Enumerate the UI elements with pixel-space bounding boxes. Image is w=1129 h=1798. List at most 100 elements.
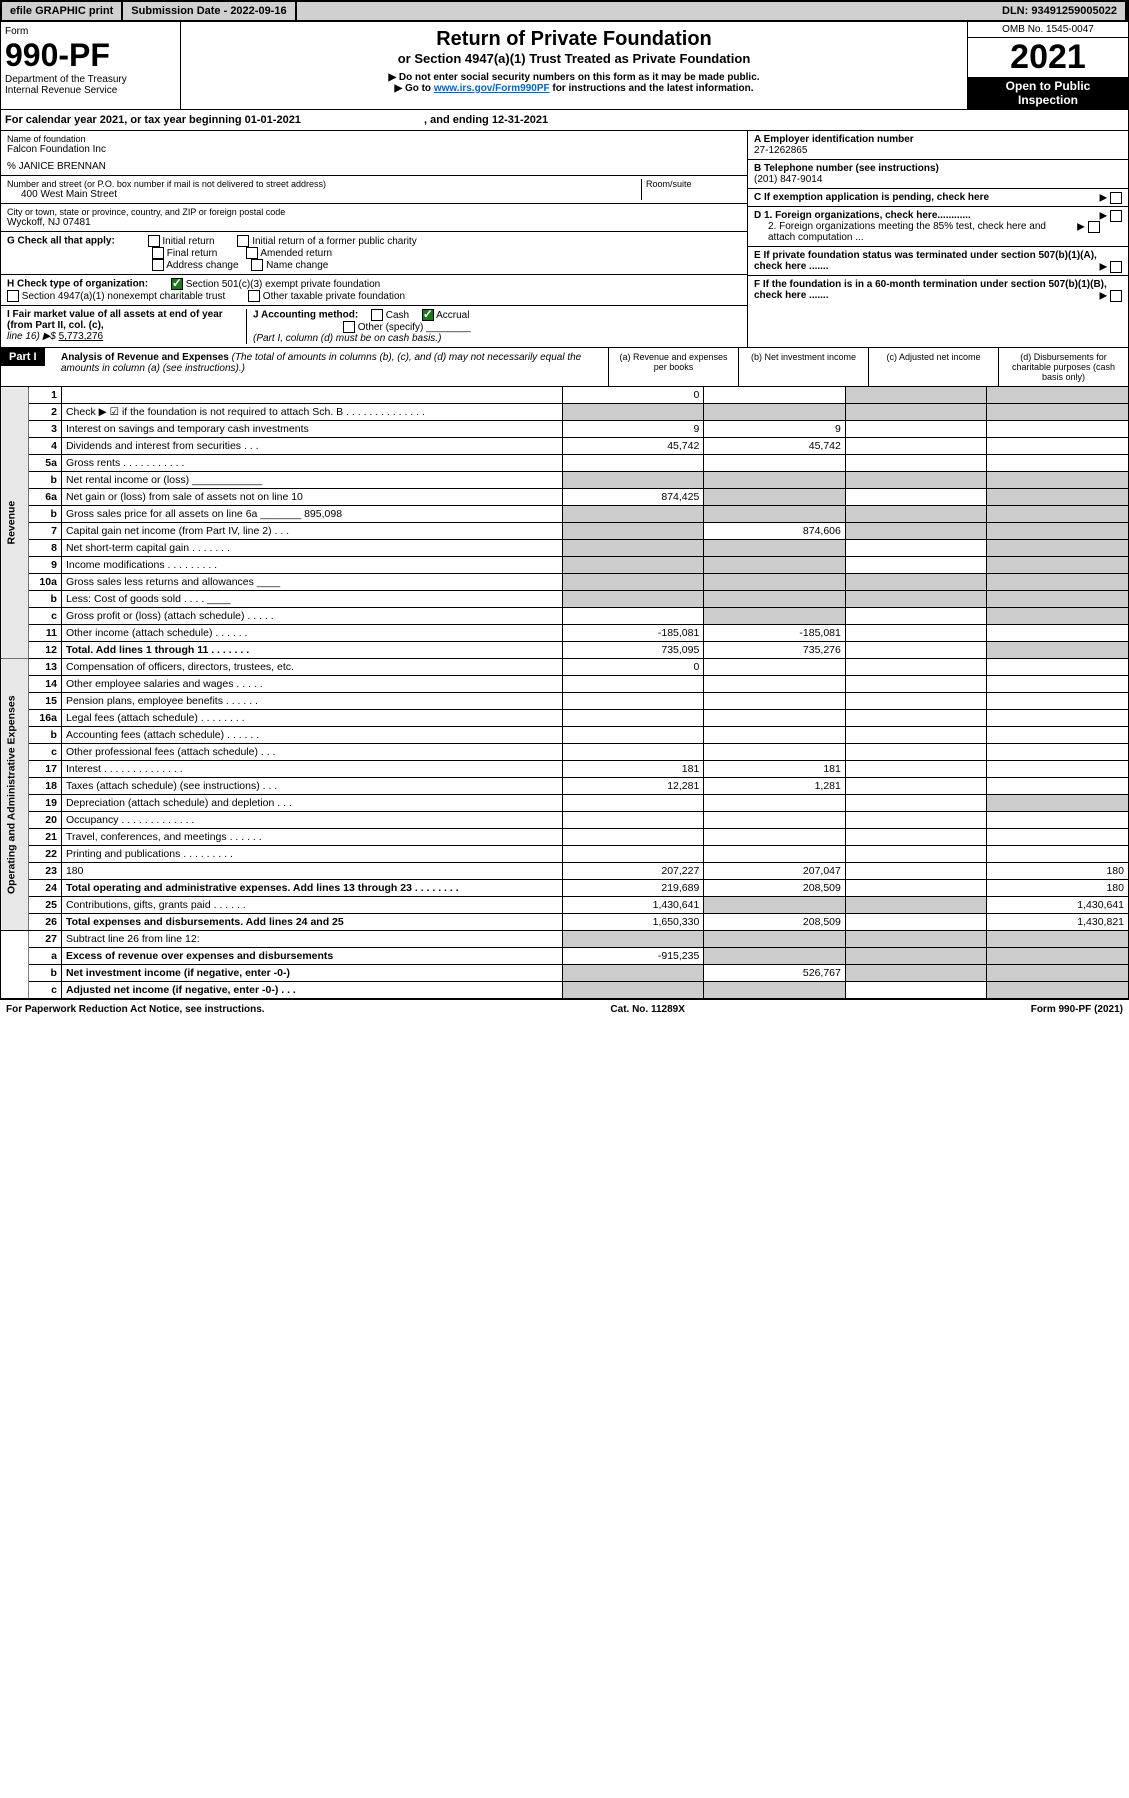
line-number: 4 xyxy=(29,438,62,455)
checkbox-final-return[interactable] xyxy=(152,247,164,259)
amount-cell xyxy=(845,387,987,404)
checkbox-accrual[interactable] xyxy=(422,309,434,321)
amount-cell xyxy=(845,829,987,846)
line-number: 13 xyxy=(29,659,62,676)
form-subtitle: or Section 4947(a)(1) Trust Treated as P… xyxy=(187,51,961,66)
amount-cell: 208,509 xyxy=(704,880,846,897)
amount-cell xyxy=(704,455,846,472)
checkbox-amended[interactable] xyxy=(246,247,258,259)
amount-cell xyxy=(987,540,1129,557)
c-label: C If exemption application is pending, c… xyxy=(754,192,989,203)
j-note: (Part I, column (d) must be on cash basi… xyxy=(253,333,441,344)
line-desc: Less: Cost of goods sold . . . . ____ xyxy=(61,591,562,608)
amount-cell xyxy=(845,540,987,557)
amount-cell xyxy=(987,472,1129,489)
line-desc: Gross profit or (loss) (attach schedule)… xyxy=(61,608,562,625)
checkbox-initial-return[interactable] xyxy=(148,235,160,247)
checkbox-address-change[interactable] xyxy=(152,259,164,271)
line-number: 22 xyxy=(29,846,62,863)
checkbox-exemption-pending[interactable] xyxy=(1110,192,1122,204)
line-number: 10a xyxy=(29,574,62,591)
footer-left: For Paperwork Reduction Act Notice, see … xyxy=(6,1004,265,1015)
line-desc: Net short-term capital gain . . . . . . … xyxy=(61,540,562,557)
amount-cell xyxy=(987,710,1129,727)
amount-cell: 9 xyxy=(704,421,846,438)
amount-cell xyxy=(845,438,987,455)
amount-cell xyxy=(845,591,987,608)
dln-number: DLN: 93491259005022 xyxy=(297,2,1127,20)
line-number: 5a xyxy=(29,455,62,472)
amount-cell xyxy=(562,744,704,761)
checkbox-name-change[interactable] xyxy=(251,259,263,271)
d1-label: D 1. Foreign organizations, check here..… xyxy=(754,210,971,221)
amount-cell xyxy=(704,404,846,421)
amount-cell xyxy=(562,557,704,574)
checkbox-60month[interactable] xyxy=(1110,290,1122,302)
amount-cell: 219,689 xyxy=(562,880,704,897)
amount-cell xyxy=(987,829,1129,846)
line-number: 14 xyxy=(29,676,62,693)
part1-table: Revenue102Check ▶ ☑ if the foundation is… xyxy=(0,387,1129,999)
checkbox-initial-public[interactable] xyxy=(237,235,249,247)
col-a-header: (a) Revenue and expenses per books xyxy=(608,348,738,386)
line-number: 20 xyxy=(29,812,62,829)
line-number: 18 xyxy=(29,778,62,795)
line-desc: Dividends and interest from securities .… xyxy=(61,438,562,455)
amount-cell xyxy=(704,676,846,693)
line-desc: Printing and publications . . . . . . . … xyxy=(61,846,562,863)
amount-cell xyxy=(704,540,846,557)
part1-label: Part I xyxy=(1,348,45,366)
line-desc: Accounting fees (attach schedule) . . . … xyxy=(61,727,562,744)
amount-cell xyxy=(845,880,987,897)
line-desc: Total. Add lines 1 through 11 . . . . . … xyxy=(61,642,562,659)
checkbox-cash[interactable] xyxy=(371,309,383,321)
amount-cell xyxy=(987,744,1129,761)
line-desc: Capital gain net income (from Part IV, l… xyxy=(61,523,562,540)
col-c-header: (c) Adjusted net income xyxy=(868,348,998,386)
line-desc: Other professional fees (attach schedule… xyxy=(61,744,562,761)
checkbox-other-taxable[interactable] xyxy=(248,290,260,302)
amount-cell xyxy=(987,812,1129,829)
amount-cell xyxy=(987,625,1129,642)
line-desc: Pension plans, employee benefits . . . .… xyxy=(61,693,562,710)
amount-cell xyxy=(562,795,704,812)
amount-cell xyxy=(704,574,846,591)
amount-cell xyxy=(845,863,987,880)
amount-cell xyxy=(845,693,987,710)
phone-value: (201) 847-9014 xyxy=(754,174,822,185)
amount-cell xyxy=(562,710,704,727)
amount-cell xyxy=(562,404,704,421)
amount-cell xyxy=(845,897,987,914)
irs-link[interactable]: www.irs.gov/Form990PF xyxy=(434,83,550,94)
line-number: 9 xyxy=(29,557,62,574)
amount-cell xyxy=(845,710,987,727)
amount-cell xyxy=(704,829,846,846)
amount-cell: 735,276 xyxy=(704,642,846,659)
line-desc: Net rental income or (loss) ____________ xyxy=(61,472,562,489)
amount-cell: 9 xyxy=(562,421,704,438)
dept-line1: Department of the Treasury xyxy=(5,74,176,85)
line-desc xyxy=(61,387,562,404)
checkbox-other-method[interactable] xyxy=(343,321,355,333)
amount-cell xyxy=(845,744,987,761)
tax-year: 2021 xyxy=(968,38,1128,77)
amount-cell xyxy=(562,523,704,540)
line-number: b xyxy=(29,506,62,523)
line-desc: Contributions, gifts, grants paid . . . … xyxy=(61,897,562,914)
amount-cell xyxy=(704,489,846,506)
line-number: 26 xyxy=(29,914,62,931)
checkbox-foreign-org[interactable] xyxy=(1110,210,1122,222)
checkbox-501c3[interactable] xyxy=(171,278,183,290)
omb-number: OMB No. 1545-0047 xyxy=(968,22,1128,38)
amount-cell xyxy=(987,557,1129,574)
city-label: City or town, state or province, country… xyxy=(7,207,741,217)
line-number: 23 xyxy=(29,863,62,880)
checkbox-85pct[interactable] xyxy=(1088,221,1100,233)
line-desc: Net gain or (loss) from sale of assets n… xyxy=(61,489,562,506)
checkbox-4947[interactable] xyxy=(7,290,19,302)
line-number: 7 xyxy=(29,523,62,540)
line-desc: Total expenses and disbursements. Add li… xyxy=(61,914,562,931)
form-note1: ▶ Do not enter social security numbers o… xyxy=(187,72,961,83)
checkbox-terminated[interactable] xyxy=(1110,261,1122,273)
name-label: Name of foundation xyxy=(7,134,741,144)
